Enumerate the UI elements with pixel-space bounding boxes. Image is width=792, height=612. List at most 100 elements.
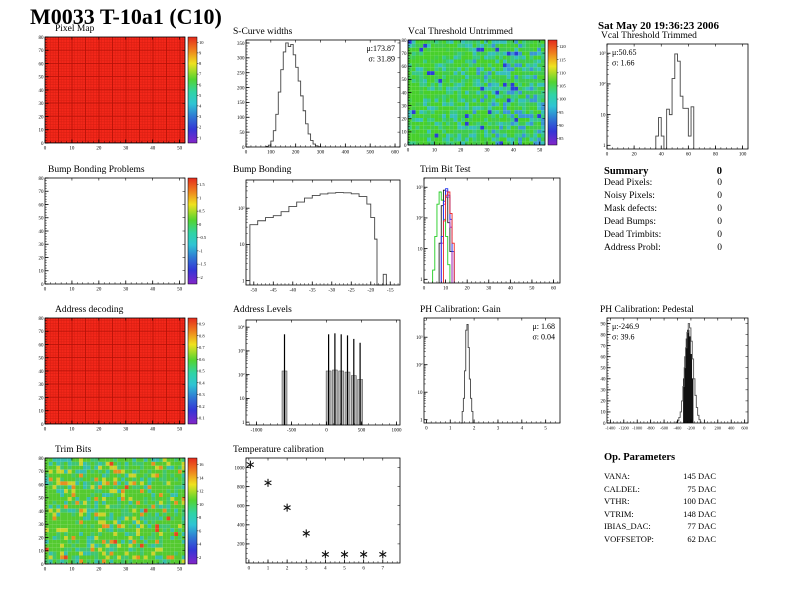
svg-text:1: 1 (199, 195, 201, 200)
svg-text:5: 5 (343, 567, 346, 572)
summary-value: 0 (717, 191, 722, 201)
svg-text:0.9: 0.9 (199, 321, 205, 326)
svg-text:1000: 1000 (392, 429, 403, 434)
svg-text:200: 200 (237, 543, 245, 548)
svg-text:4: 4 (521, 427, 524, 432)
summary-label: Noisy Pixels: (604, 191, 655, 201)
svg-text:40: 40 (508, 287, 514, 292)
svg-text:7: 7 (382, 567, 385, 572)
op-parameter-label: CALDEL: (604, 483, 640, 494)
svg-text:10³: 10³ (238, 349, 245, 355)
trimbit-magenta (440, 190, 453, 283)
summary-row: Mask defects: 0 (604, 203, 722, 216)
bump-bonding-plot: -50 -45 -40 -35 -30 -25 -20 -15 1 10 10² (238, 179, 401, 294)
trim-bit-test-plot: 0 10 20 30 40 50 60 1 10 10² 10³ (416, 177, 561, 292)
svg-text:400: 400 (728, 426, 734, 431)
svg-text:0: 0 (703, 426, 705, 431)
temp-calibration-point-2 (283, 503, 291, 512)
svg-text:2: 2 (286, 567, 289, 572)
svg-text:20: 20 (39, 256, 45, 261)
svg-text:120: 120 (559, 44, 567, 49)
op-parameter-value: 75 DAC (687, 483, 716, 494)
svg-text:0: 0 (44, 147, 47, 152)
svg-text:70: 70 (39, 470, 45, 475)
svg-text:0: 0 (199, 222, 202, 227)
op-parameter-row: VOFFSETOP: 62 DAC (604, 533, 716, 546)
svg-text:0: 0 (41, 142, 44, 147)
svg-text:6: 6 (199, 528, 202, 533)
scurve-widths-frame (245, 39, 401, 148)
svg-text:0.1: 0.1 (199, 416, 205, 421)
summary-row: Noisy Pixels: 0 (604, 190, 722, 203)
svg-text:0.5: 0.5 (199, 369, 205, 374)
svg-text:90: 90 (601, 322, 607, 327)
svg-text:70: 70 (39, 49, 45, 54)
svg-text:-50: -50 (250, 289, 257, 294)
svg-text:50: 50 (402, 78, 408, 83)
svg-text:10: 10 (432, 149, 438, 154)
trim-bits-title: Trim Bits (55, 445, 92, 455)
svg-text:14: 14 (199, 475, 204, 480)
svg-text:-800: -800 (647, 426, 655, 431)
svg-text:10: 10 (402, 131, 408, 136)
svg-text:0: 0 (603, 422, 606, 427)
svg-text:0: 0 (248, 567, 251, 572)
vcal-trimmed-plot: 0 20 40 60 80 100 1 10 10² 10³ μ:50.65 σ: 1.66 (599, 43, 749, 158)
svg-text:-200: -200 (687, 426, 695, 431)
summary-value: 0 (717, 243, 722, 253)
svg-text:0.6: 0.6 (199, 357, 205, 362)
svg-text:-400: -400 (674, 426, 682, 431)
svg-text:30: 30 (39, 523, 45, 528)
svg-text:20: 20 (39, 396, 45, 401)
gain-distribution (460, 324, 474, 424)
op-parameter-label: VANA: (604, 471, 630, 481)
trimbit-green (432, 191, 451, 283)
svg-text:10: 10 (69, 428, 75, 433)
ph-gain-stats-line-0: μ: 1.68 (532, 322, 555, 331)
svg-text:0: 0 (44, 288, 47, 293)
summary-label: Address Probl: (604, 243, 661, 253)
svg-text:300: 300 (237, 57, 245, 62)
svg-text:1: 1 (449, 427, 452, 432)
svg-text:200: 200 (292, 151, 300, 156)
op-parameter-row: VANA: 145 DAC (604, 470, 716, 483)
op-parameter-label: VTHR: (604, 496, 630, 506)
svg-text:60: 60 (551, 287, 557, 292)
svg-text:40: 40 (150, 147, 156, 152)
svg-text:20: 20 (465, 287, 471, 292)
ph-pedestal-stats-line-0: μ:-246.9 (612, 322, 639, 331)
svg-text:1.5: 1.5 (199, 182, 205, 187)
address-levels-title: Address Levels (233, 305, 292, 315)
vcal-untrimmed-title: Vcal Threshold Untrimmed (408, 27, 513, 37)
svg-text:-35: -35 (309, 289, 316, 294)
svg-text:70: 70 (402, 52, 408, 57)
op-parameter-rows: VANA: 145 DAC CALDEL: 75 DAC VTHR: 100 DAC VTR… (604, 470, 716, 545)
svg-text:-30: -30 (328, 289, 335, 294)
summary-title: Summary (604, 166, 649, 177)
svg-text:-20: -20 (367, 289, 374, 294)
svg-text:-1: -1 (199, 248, 203, 253)
svg-text:20: 20 (601, 400, 607, 405)
svg-text:10: 10 (199, 502, 204, 507)
summary-row: Address Probl: 0 (604, 242, 722, 255)
svg-text:60: 60 (39, 62, 45, 67)
svg-text:300: 300 (317, 151, 325, 156)
svg-text:10²: 10² (238, 372, 245, 378)
svg-text:250: 250 (237, 71, 245, 76)
svg-text:6: 6 (199, 82, 202, 87)
svg-text:0.5: 0.5 (199, 209, 205, 214)
svg-text:350: 350 (237, 42, 245, 47)
svg-text:80: 80 (39, 177, 45, 182)
svg-text:400: 400 (237, 524, 245, 529)
svg-text:12: 12 (199, 489, 204, 494)
svg-text:30: 30 (123, 147, 129, 152)
svg-text:40: 40 (150, 288, 156, 293)
svg-text:8: 8 (199, 61, 202, 66)
trimbit-red (442, 191, 455, 283)
svg-text:1: 1 (242, 279, 245, 284)
svg-text:115: 115 (559, 57, 566, 62)
svg-text:60: 60 (601, 355, 607, 360)
svg-text:3: 3 (199, 114, 202, 119)
svg-text:10³: 10³ (599, 51, 606, 57)
vcal-untrimmed-colorbar (547, 39, 558, 146)
